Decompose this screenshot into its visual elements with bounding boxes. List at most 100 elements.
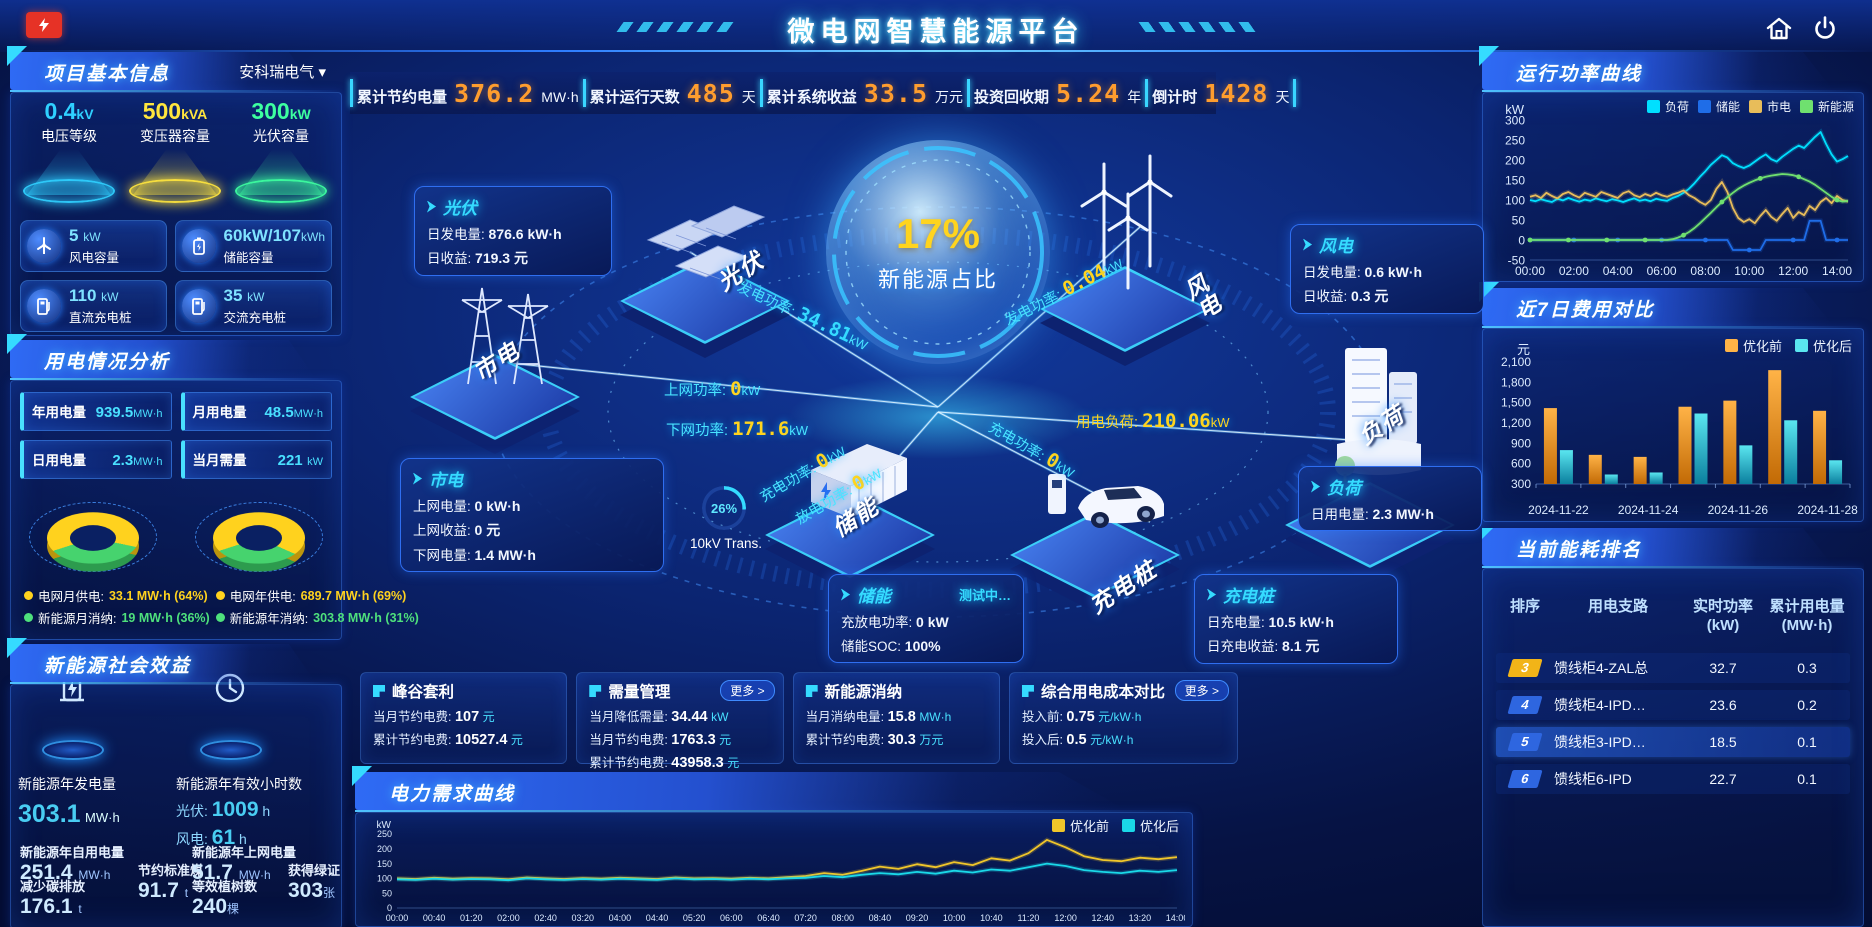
svg-text:01:20: 01:20 (460, 913, 483, 923)
card-demand-mgmt: 需量管理 更多 > 当月降低需量: 34.44 kW 当月节约电费: 1763.… (576, 672, 784, 771)
table-row[interactable]: 5 馈线柜3-IPD… 18.5 0.1 (1496, 726, 1850, 757)
capacity-dc-charger: 110 kW 直流充电桩 (20, 280, 167, 332)
node-ev-platform: 充电桩 (1000, 442, 1200, 618)
cost-chart-legend[interactable]: 优化前 优化后 (1724, 336, 1852, 355)
svg-text:13:20: 13:20 (1129, 913, 1152, 923)
legend-green-year: 新能源年消纳: 303.8 MW·h (31%) (215, 608, 419, 627)
legend-item[interactable]: 优化后 (1121, 816, 1179, 835)
renewable-percent: 17% (895, 210, 981, 257)
benefit-features: 新能源年发电量 303.1 MW·h 新能源年有效小时数 光伏: 1009 h … (18, 673, 334, 850)
card-cost-compare: 综合用电成本对比 更多 > 投入前: 0.75 元/kW·h 投入后: 0.5 … (1008, 672, 1238, 764)
power-chart: kW 300 250 200 150 100 50 0 -50 00:00 02:00 04:00 06… (1488, 96, 1858, 278)
panel-project-info: 项目基本信息 安科瑞电气 ▾ 0.4kV 电压等级 500kVA 变压器容量 3… (7, 46, 342, 336)
svg-text:300: 300 (1511, 477, 1531, 491)
svg-text:04:40: 04:40 (646, 913, 669, 923)
stat-saved-energy: 累计节约电量 376.2 MW·h (357, 78, 579, 108)
transmission-towers-icon (461, 287, 549, 385)
battery-container-icon (811, 444, 907, 518)
chevron-right-icon (1207, 588, 1216, 601)
svg-text:2024-11-26: 2024-11-26 (1708, 503, 1769, 517)
panel-title: 用电情况分析 (44, 352, 171, 373)
transformer-label: 10kV Trans. (689, 536, 763, 551)
svg-text:04:00: 04:00 (1603, 264, 1633, 278)
svg-text:07:20: 07:20 (794, 913, 817, 923)
demand-chart: kW 250 200 150 100 50 0 00:00 00:40 01:20 02:00 02:… (361, 816, 1189, 924)
solar-panels-icon (646, 205, 766, 280)
power-metrics: 年用电量 939.5MW·h 月用电量 48.5MW·h 日用电量 2.3MW·h 当… (20, 392, 332, 479)
wind-info-box: 风电 日发电量: 0.6 kW·h 日收益: 0.3 元 (1290, 224, 1484, 314)
legend-item[interactable]: 新能源 (1799, 98, 1854, 115)
svg-text:10:40: 10:40 (980, 913, 1003, 923)
svg-text:12:00: 12:00 (1778, 264, 1808, 278)
power-chart-legend[interactable]: 负荷 储能 市电 新能源 (1646, 98, 1854, 115)
legend-item[interactable]: 优化前 (1051, 816, 1109, 835)
more-button[interactable]: 更多 > (1174, 680, 1229, 701)
card-peak-valley: 峰谷套利 当月节约电费: 107 元 累计节约电费: 10527.4 元 (360, 672, 568, 764)
metric-day-energy: 日用电量 2.3MW·h (20, 440, 172, 479)
more-button[interactable]: 更多 > (720, 680, 775, 701)
energy-flow-scene: 17% 新能源占比 光伏 (350, 112, 1484, 672)
home-icon[interactable] (1764, 14, 1794, 44)
svg-text:05:20: 05:20 (683, 913, 706, 923)
legend-grid-year: 电网年供电: 689.7 MW·h (69%) (215, 586, 419, 605)
flow-load: 用电负荷: 210.06kW (1076, 410, 1230, 432)
svg-text:100: 100 (1505, 193, 1525, 207)
metric-month-demand: 当月需量 221 kW (180, 440, 332, 479)
load-info-box: 负荷 日用电量: 2.3 MW·h (1298, 466, 1482, 531)
header-decoration-right (1138, 22, 1256, 32)
power-icon[interactable] (1810, 14, 1840, 44)
svg-text:06:00: 06:00 (720, 913, 743, 923)
svg-text:03:20: 03:20 (571, 913, 594, 923)
svg-text:250: 250 (1505, 133, 1525, 147)
page-title: 微电网智慧能源平台 (787, 17, 1085, 47)
stat-certificates: 获得绿证 303张 (288, 863, 341, 902)
stat-co2-reduced: 减少碳排放 176.1 t (20, 879, 86, 918)
panel-social-benefit: 新能源社会效益 新能源年发电量 303.1 MW·h 新能源年有效小时数 光伏:… (7, 638, 342, 927)
svg-text:12:40: 12:40 (1092, 913, 1115, 923)
legend-item[interactable]: 市电 (1748, 98, 1791, 115)
node-grid-platform: 市电 (410, 272, 600, 454)
panel-demand-curve: 电力需求曲线 优化前 优化后 kW 250 200 150 100 50 0 00:00 00:4… (352, 766, 1193, 927)
legend-item[interactable]: 储能 (1697, 98, 1740, 115)
demand-chart-legend[interactable]: 优化前 优化后 (1051, 816, 1179, 835)
panel-title: 当前能耗排名 (1516, 540, 1643, 561)
ess-info-box: 储能 测试中… 充放电功率: 0 kW 储能SOC: 100% (828, 574, 1024, 663)
wind-icon (27, 229, 61, 263)
panel-cost-compare: 近7日费用对比 优化前 优化后 元 2,100 1,800 1,500 1,200 900 6… (1479, 282, 1864, 522)
table-row[interactable]: 6 馈线柜6-IPD 22.7 0.1 (1496, 763, 1850, 794)
battery-icon (181, 229, 216, 263)
card-icon (805, 685, 818, 697)
svg-text:100: 100 (377, 874, 392, 884)
svg-text:10:00: 10:00 (943, 913, 966, 923)
legend-item[interactable]: 负荷 (1646, 98, 1689, 115)
panel-title: 电力需求曲线 (389, 784, 516, 805)
benefit-cards-row: 峰谷套利 当月节约电费: 107 元 累计节约电费: 10527.4 元 需量管… (360, 672, 1238, 771)
legend-green-month: 新能源月消纳: 19 MW·h (36%) (24, 608, 210, 627)
month-supply-donut (29, 492, 157, 578)
ranking-table-header: 排序 用电支路 实时功率 (kW) 累计用电量 (MW·h) (1509, 598, 1845, 634)
node-wind-platform: 风电 (1040, 148, 1230, 366)
svg-text:14:00: 14:00 (1166, 913, 1185, 923)
panel-run-power: 运行功率曲线 负荷 储能 市电 新能源 kW 300 250 200 150 100 50 0 -50… (1479, 46, 1864, 282)
legend-grid-month: 电网月供电: 33.1 MW·h (64%) (24, 586, 210, 605)
svg-text:14:00: 14:00 (1822, 264, 1852, 278)
svg-text:04:00: 04:00 (609, 913, 632, 923)
svg-text:02:00: 02:00 (497, 913, 520, 923)
svg-text:12:00: 12:00 (1054, 913, 1077, 923)
svg-text:kW: kW (1505, 102, 1525, 117)
svg-text:kW: kW (377, 820, 392, 831)
table-row[interactable]: 4 馈线柜4-IPD… 23.6 0.2 (1496, 689, 1850, 720)
svg-text:08:00: 08:00 (1690, 264, 1720, 278)
ac-charger-icon (181, 289, 216, 323)
stat-payback: 投资回收期 5.24 年 (974, 78, 1142, 108)
panel-power-analysis: 用电情况分析 年用电量 939.5MW·h 月用电量 48.5MW·h 日用电量 2.… (7, 334, 419, 640)
ranking-table: 排序 用电支路 实时功率 (kW) 累计用电量 (MW·h) 3 馈线柜4-ZAL总… (1496, 598, 1850, 794)
legend-item[interactable]: 优化前 (1724, 336, 1782, 355)
svg-text:150: 150 (1505, 173, 1525, 187)
stat-trees: 等效植树数 240棵 (192, 879, 258, 918)
legend-item[interactable]: 优化后 (1794, 336, 1852, 355)
grid-info-box: 市电 上网电量: 0 kW·h 上网收益: 0 元 下网电量: 1.4 MW·h (400, 458, 664, 572)
table-row[interactable]: 3 馈线柜4-ZAL总 32.7 0.3 (1496, 652, 1850, 683)
company-select[interactable]: 安科瑞电气 ▾ (239, 64, 326, 81)
